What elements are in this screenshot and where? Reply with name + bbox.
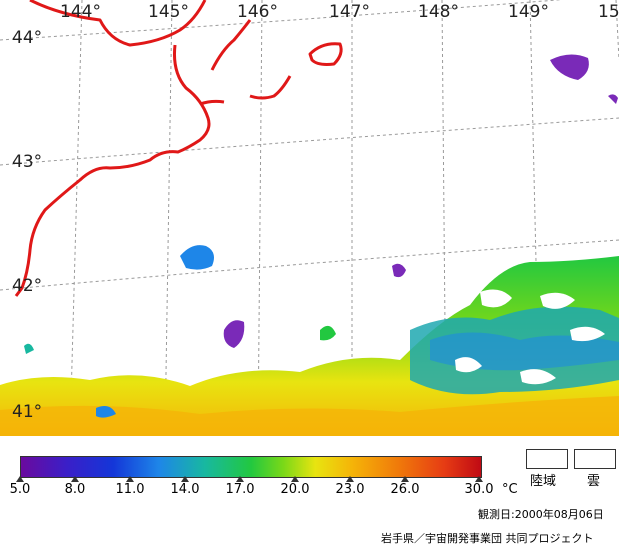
colorbar-tick [401,476,409,482]
colorbar-tick-label: 8.0 [64,482,86,497]
colorbar-unit: °C [502,482,518,497]
colorbar-tick-label: 20.0 [280,482,310,497]
colorbar-tick [71,476,79,482]
sst-patches [24,54,618,418]
credit-line: 岩手県／宇宙開発事業団 共同プロジェクト [381,532,594,545]
lat-label-44: 44° [12,28,43,48]
colorbar-tick [291,476,299,482]
colorbar-tick [475,476,483,482]
lat-label-43: 43° [12,152,43,172]
lon-label-145: 145° [148,2,189,22]
colorbar-tick-label: 30.0 [464,482,494,497]
colorbar-tick [181,476,189,482]
cloud-legend-swatch [574,449,616,469]
lon-label-150: 15 [598,2,619,22]
colorbar-tick-label: 17.0 [225,482,255,497]
lon-label-149: 149° [508,2,549,22]
temperature-colorbar [20,456,482,478]
colorbar-tick-label: 26.0 [390,482,420,497]
lon-label-144: 144° [60,2,101,22]
colorbar-tick [126,476,134,482]
sst-field [0,256,619,436]
land-legend-label: 陸域 [530,474,557,489]
observation-date: 観測日:2000年08月06日 [478,508,604,521]
colorbar-tick [16,476,24,482]
cloud-legend-label: 雲 [587,474,601,489]
lon-label-146: 146° [237,2,278,22]
lat-label-42: 42° [12,276,43,296]
lon-label-147: 147° [329,2,370,22]
colorbar-tick-label: 23.0 [335,482,365,497]
lat-label-41: 41° [12,402,43,422]
colorbar-tick-label: 5.0 [9,482,31,497]
land-legend-swatch [526,449,568,469]
colorbar-tick-label: 14.0 [170,482,200,497]
colorbar-tick [346,476,354,482]
coastline [14,0,343,297]
colorbar-tick [236,476,244,482]
colorbar-tick-label: 11.0 [115,482,145,497]
lon-label-148: 148° [418,2,459,22]
sst-map [0,0,619,436]
